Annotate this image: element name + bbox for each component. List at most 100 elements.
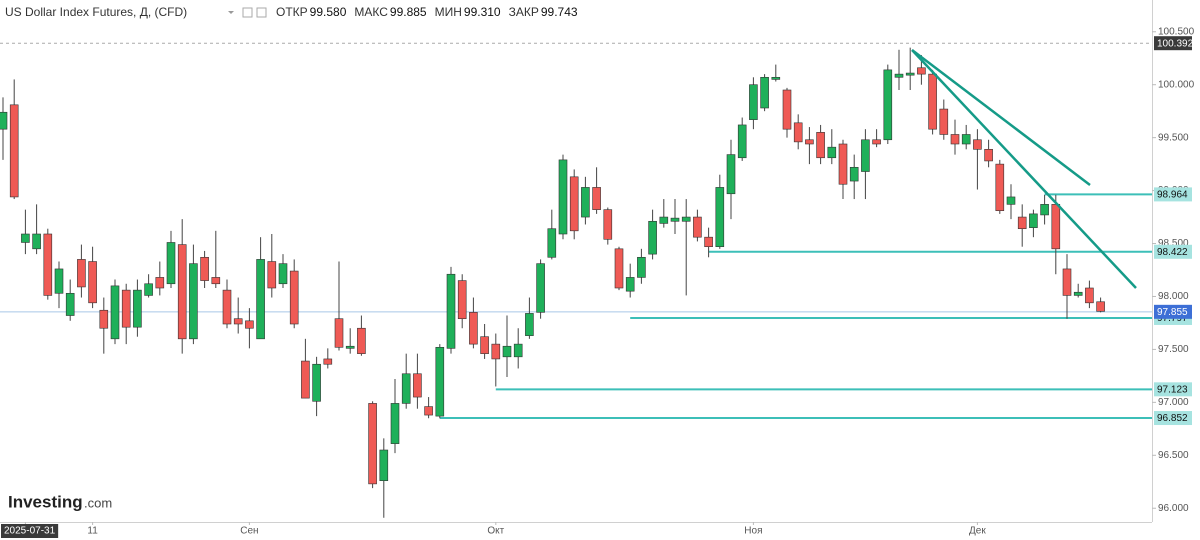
price-tag-label: 97.855	[1157, 307, 1188, 318]
candle-body	[793, 122, 803, 143]
candle-body	[278, 263, 288, 285]
candle-body	[782, 89, 792, 130]
candle-body	[536, 263, 545, 313]
candle-body	[648, 220, 657, 255]
candle-body	[110, 285, 120, 340]
price-tag	[1154, 244, 1192, 259]
ohlc-value: 99.580	[310, 5, 347, 19]
candle-body	[9, 104, 19, 198]
candle-body	[827, 146, 837, 159]
y-tick-label: 100.000	[1158, 79, 1195, 90]
y-tick-label: 100.500	[1158, 26, 1195, 37]
candle-body	[301, 360, 310, 399]
y-tick-label: 99.500	[1158, 132, 1189, 143]
watermark-brand: Investing	[8, 492, 83, 511]
candle-body	[446, 273, 456, 349]
x-tick-label: Дек	[969, 526, 986, 537]
price-tag	[1154, 411, 1192, 426]
x-tick-label: 11	[87, 526, 98, 537]
price-tag-label: 96.852	[1157, 413, 1188, 424]
candle-body	[760, 76, 769, 109]
candle-body	[435, 346, 445, 417]
candle-body	[849, 166, 859, 182]
candle-body	[133, 289, 142, 328]
candle-body	[155, 277, 165, 289]
ohlc-label: МИН	[435, 5, 462, 19]
plot-layer: 96.00096.50097.00097.50098.00098.50099.0…	[0, 26, 1195, 538]
candle-body	[637, 256, 646, 278]
y-tick-label: 98.000	[1158, 291, 1189, 302]
candle-body	[1085, 287, 1094, 304]
candle-body	[368, 403, 377, 485]
ohlc-value: 99.310	[464, 5, 501, 19]
candle-body	[984, 148, 993, 162]
instrument-title: US Dollar Index Futures, Д, (CFD)	[5, 5, 187, 19]
candle-body	[838, 143, 848, 185]
candle-body	[480, 336, 489, 354]
candle-body	[816, 132, 825, 159]
candle-body	[345, 345, 355, 349]
candle-body	[121, 289, 131, 328]
candle-body	[917, 67, 926, 75]
price-tag-label: 98.422	[1157, 247, 1188, 258]
candle-body	[995, 163, 1005, 212]
candle-body	[726, 154, 736, 195]
price-tag	[1154, 36, 1192, 51]
candle-body	[547, 228, 557, 258]
candle-body	[43, 233, 53, 296]
candle-body	[379, 449, 389, 482]
candle-body	[894, 73, 904, 78]
candle-body	[357, 327, 366, 354]
ohlc-readout: ОТКР 99.580 МАКС 99.885 МИН 99.310 ЗАКР 99.743	[276, 5, 578, 19]
candle-body	[872, 139, 881, 145]
header-bg	[0, 0, 600, 24]
dropdown-icon	[228, 11, 234, 14]
candle-body	[424, 406, 433, 416]
candle-body	[323, 358, 333, 365]
icon	[242, 7, 253, 18]
candle-body	[1062, 268, 1072, 296]
candle-body	[737, 124, 747, 159]
candle-body	[334, 318, 344, 348]
candle-body	[771, 76, 781, 80]
candle-body	[21, 233, 30, 243]
trend-line	[911, 49, 1137, 289]
ohlc-value: 99.885	[390, 5, 427, 19]
candle-body	[950, 134, 960, 145]
ohlc-value: 99.743	[541, 5, 578, 19]
candle-body	[1096, 301, 1105, 312]
candle-body	[211, 277, 221, 285]
x-tick-label: Окт	[487, 526, 504, 537]
candle-body	[670, 217, 680, 222]
ohlc-label: МАКС	[354, 5, 388, 19]
candle-body	[659, 216, 669, 224]
candle-body	[805, 139, 814, 145]
header: US Dollar Index Futures, Д, (CFD) ОТКР 99…	[0, 0, 600, 24]
candle-body	[1073, 291, 1083, 296]
ohlc-label: ЗАКР	[509, 5, 539, 19]
candle-body	[77, 259, 86, 288]
candle-body	[245, 320, 254, 329]
candle-body	[189, 263, 198, 340]
y-tick-label: 97.000	[1158, 397, 1189, 408]
y-tick-label: 97.500	[1158, 344, 1189, 355]
candle-body	[1040, 204, 1049, 216]
candle-body	[502, 345, 512, 358]
x-tick-label: Сен	[240, 526, 258, 537]
candle-body	[54, 268, 64, 294]
candle-body	[1051, 204, 1061, 250]
candle-body	[905, 72, 915, 76]
candle-body	[65, 292, 75, 316]
candle-body	[1029, 213, 1038, 228]
x-label-box	[1, 524, 59, 538]
candle-body	[457, 280, 467, 320]
candle-body	[469, 312, 478, 345]
candle-body	[267, 261, 277, 289]
y-tick-label: 98.500	[1158, 238, 1189, 249]
candle-body	[581, 187, 590, 218]
price-tag	[1154, 304, 1192, 319]
candle-body	[883, 69, 893, 141]
candle-body	[973, 139, 982, 150]
